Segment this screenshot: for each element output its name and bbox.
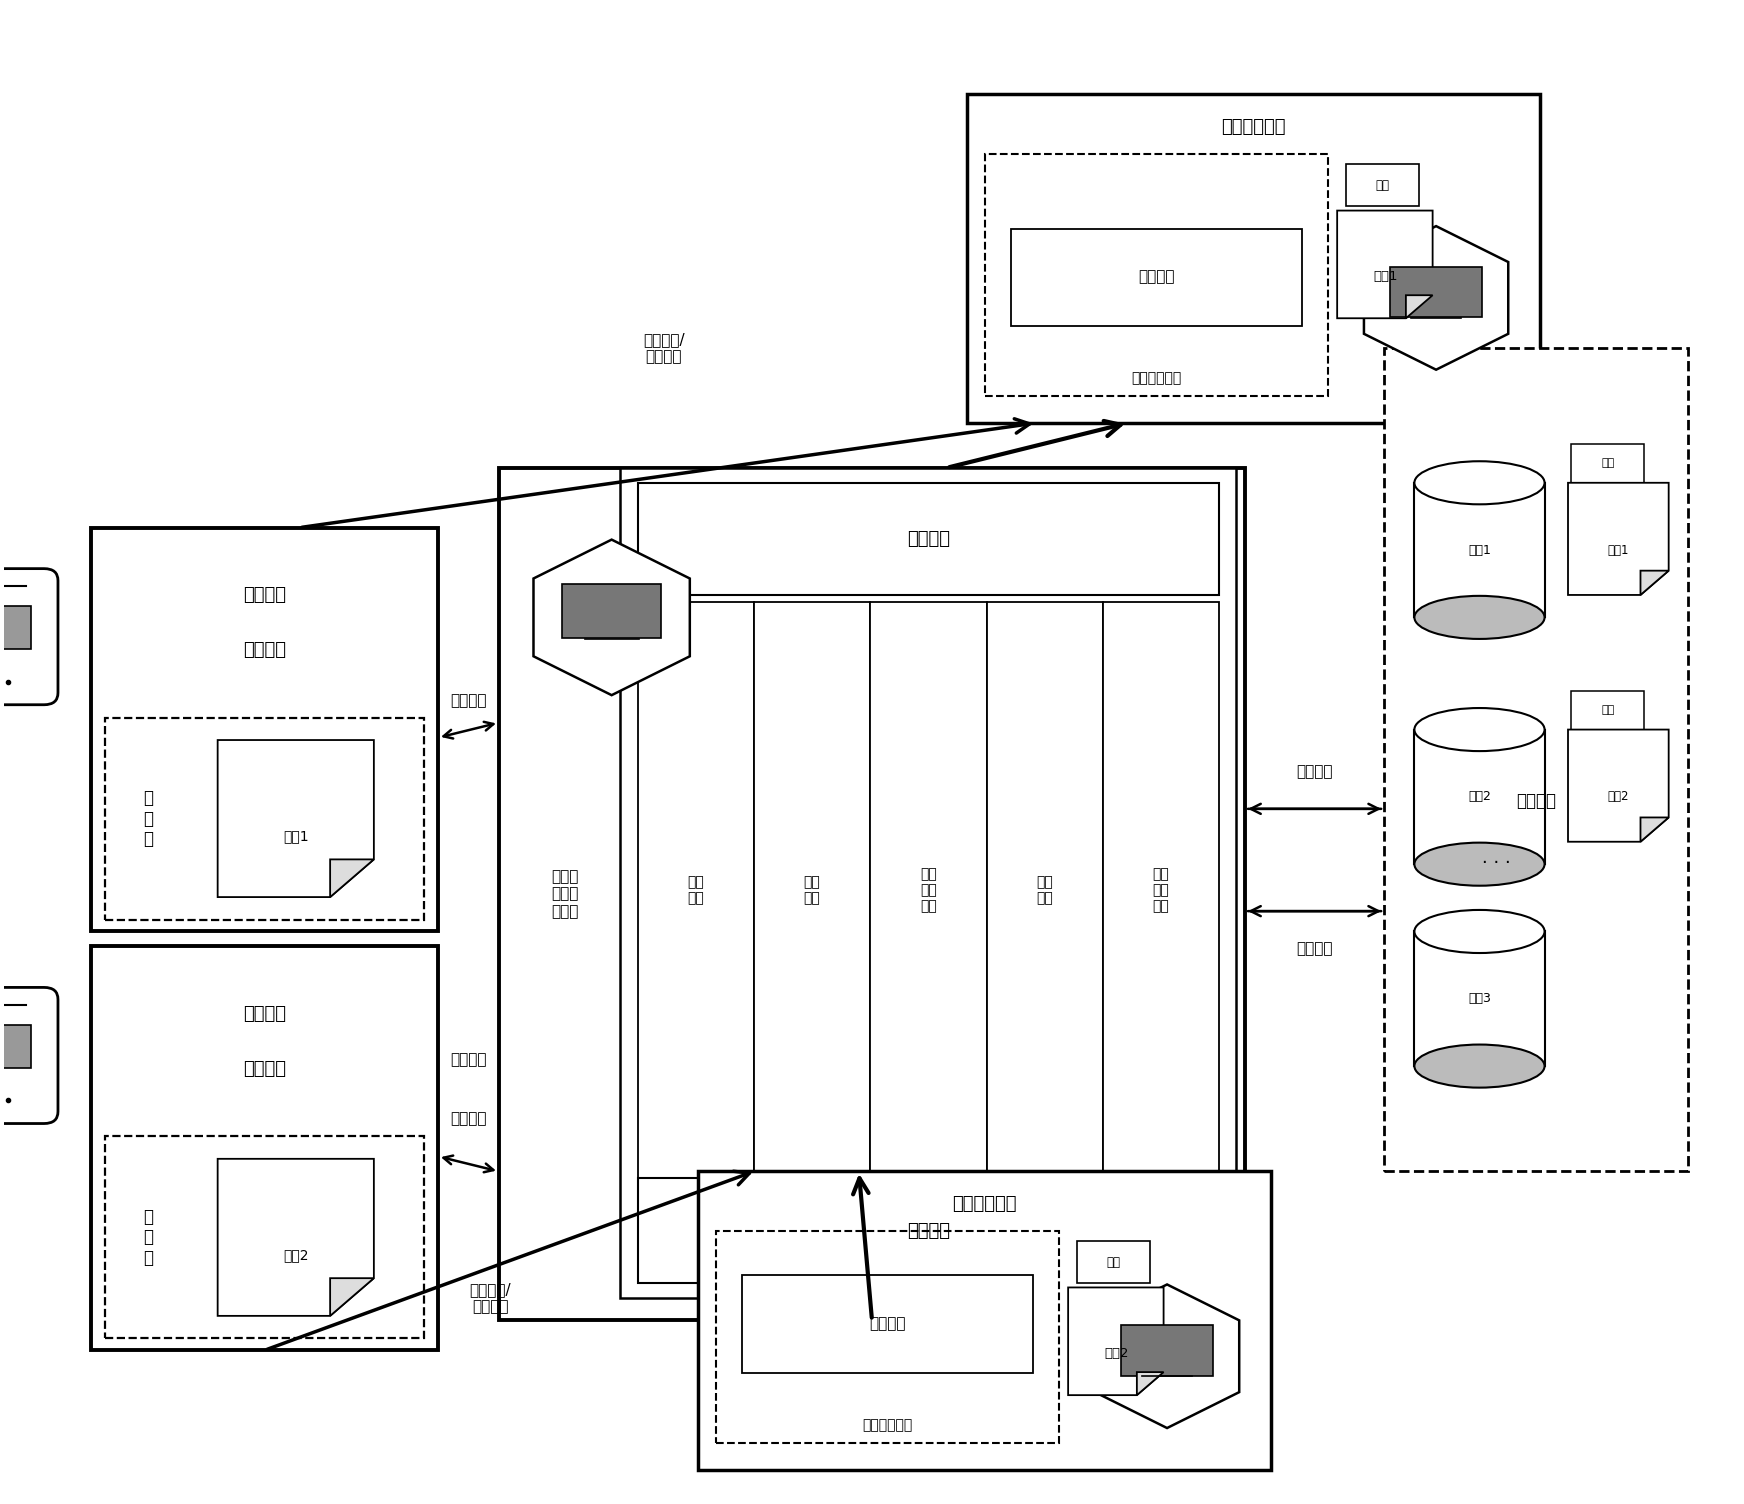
Text: 身份认证: 身份认证: [450, 1051, 487, 1066]
Bar: [638, 603, 753, 1178]
Text: 远程展示/
操作同步: 远程展示/ 操作同步: [469, 1281, 511, 1314]
Text: 安全存储: 安全存储: [907, 1221, 950, 1239]
Text: 文件2: 文件2: [283, 1248, 309, 1262]
Bar: [0, 1026, 31, 1068]
Polygon shape: [1406, 295, 1432, 319]
FancyBboxPatch shape: [0, 988, 58, 1123]
Text: 管理平台: 管理平台: [907, 529, 950, 547]
Polygon shape: [1364, 226, 1509, 370]
Ellipse shape: [1414, 708, 1545, 750]
Bar: [91, 528, 438, 931]
Bar: [638, 483, 1219, 596]
Text: 安全应用环境: 安全应用环境: [863, 1418, 912, 1432]
Bar: [753, 603, 870, 1178]
Text: 安全管控: 安全管控: [242, 587, 286, 605]
Text: 文件1: 文件1: [283, 830, 309, 844]
Text: 应用程序: 应用程序: [869, 1316, 905, 1331]
Text: 安全应用环境: 安全应用环境: [1132, 371, 1182, 385]
Bar: [638, 1178, 1219, 1283]
Polygon shape: [330, 859, 373, 896]
FancyBboxPatch shape: [0, 569, 58, 705]
Text: 身份
认证: 身份 认证: [687, 875, 705, 905]
Polygon shape: [1568, 483, 1669, 596]
Bar: [1571, 690, 1645, 729]
Text: . . .: . . .: [1482, 850, 1510, 868]
Bar: [105, 1137, 424, 1339]
Text: 文件1: 文件1: [1374, 269, 1399, 283]
Bar: [1346, 164, 1418, 206]
Polygon shape: [1095, 1284, 1240, 1427]
Text: 远程
应用
服务: 远程 应用 服务: [1153, 868, 1170, 913]
Text: 瘦客户端: 瘦客户端: [242, 1060, 286, 1078]
Text: 浏
览
器: 浏 览 器: [143, 1208, 153, 1268]
Text: 标签: 标签: [1601, 705, 1615, 714]
Text: 应用程序: 应用程序: [1139, 269, 1175, 284]
Bar: [985, 153, 1329, 396]
Polygon shape: [218, 740, 373, 896]
Text: 瘦客户端: 瘦客户端: [242, 641, 286, 659]
Text: 文件
访问
控制: 文件 访问 控制: [921, 868, 937, 913]
Bar: [1012, 229, 1303, 326]
Bar: [1414, 483, 1545, 617]
Polygon shape: [1641, 570, 1669, 596]
Bar: [1414, 931, 1545, 1066]
Text: 安全管控: 安全管控: [242, 1005, 286, 1023]
Polygon shape: [1137, 1372, 1163, 1396]
Bar: [1121, 1325, 1212, 1376]
Text: 安全
标签: 安全 标签: [804, 875, 820, 905]
Bar: [698, 1170, 1271, 1469]
Ellipse shape: [1414, 910, 1545, 954]
Bar: [1414, 729, 1545, 865]
Bar: [1385, 347, 1688, 1170]
Text: 分区1: 分区1: [1468, 543, 1491, 556]
Bar: [105, 717, 424, 919]
Polygon shape: [534, 540, 691, 695]
Text: 安全
审计: 安全 审计: [1036, 875, 1053, 905]
Text: 通用操作系统: 通用操作系统: [1221, 117, 1285, 135]
Bar: [0, 606, 31, 650]
Bar: [1102, 603, 1219, 1178]
Bar: [621, 468, 1236, 1298]
Bar: [1571, 444, 1645, 483]
Bar: [91, 946, 438, 1351]
Text: 文件2: 文件2: [1104, 1346, 1128, 1360]
Text: 国产操作系统: 国产操作系统: [952, 1194, 1017, 1212]
Text: 文件1: 文件1: [1608, 543, 1629, 556]
Text: 标签: 标签: [1601, 459, 1615, 468]
Bar: [562, 584, 661, 638]
Bar: [968, 93, 1540, 423]
Text: 标签: 标签: [1376, 179, 1390, 191]
Bar: [870, 603, 987, 1178]
Ellipse shape: [1414, 462, 1545, 504]
Text: 分区3: 分区3: [1468, 993, 1491, 1005]
Bar: [1076, 1241, 1149, 1283]
Polygon shape: [1568, 729, 1669, 842]
Polygon shape: [218, 1158, 373, 1316]
Bar: [741, 1275, 1034, 1373]
Ellipse shape: [1414, 1045, 1545, 1087]
Text: 区域隔离: 区域隔离: [1296, 942, 1332, 957]
Bar: [499, 468, 1245, 1321]
Polygon shape: [1641, 818, 1669, 842]
Text: 安全管
控服务
器软件: 安全管 控服务 器软件: [551, 869, 579, 919]
Text: 标签: 标签: [1106, 1256, 1120, 1268]
Text: 存储设备: 存储设备: [1516, 791, 1556, 809]
Text: 安全通信: 安全通信: [450, 1111, 487, 1126]
Text: 集中存储: 集中存储: [1296, 764, 1332, 779]
Text: 浏
览
器: 浏 览 器: [143, 788, 153, 848]
Bar: [715, 1230, 1059, 1442]
Polygon shape: [1338, 211, 1432, 319]
Bar: [987, 603, 1102, 1178]
Polygon shape: [330, 1278, 373, 1316]
Ellipse shape: [1414, 842, 1545, 886]
Ellipse shape: [1414, 596, 1545, 639]
Polygon shape: [1067, 1287, 1163, 1396]
Bar: [1390, 268, 1482, 317]
Text: 分区2: 分区2: [1468, 791, 1491, 803]
Text: 文件2: 文件2: [1608, 791, 1629, 803]
Text: 远程展示/
操作同步: 远程展示/ 操作同步: [644, 332, 685, 364]
Text: 安全通信: 安全通信: [450, 693, 487, 708]
